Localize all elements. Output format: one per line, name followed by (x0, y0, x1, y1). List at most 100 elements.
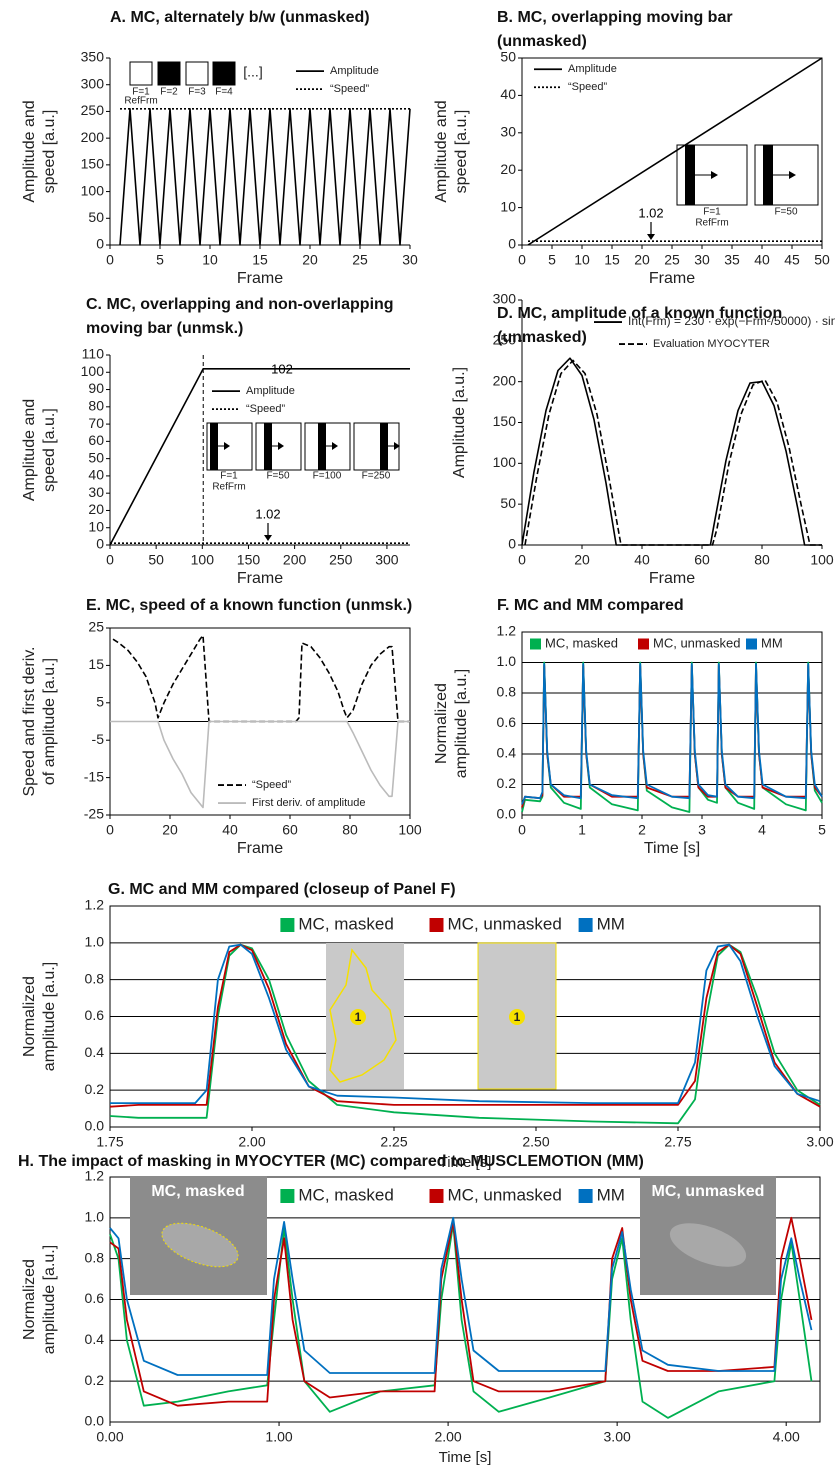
x-tick-label: 0 (106, 822, 114, 838)
x-axis-label: Frame (237, 270, 283, 287)
series-line (110, 943, 821, 1104)
x-tick-label: 200 (283, 552, 307, 568)
inset-label: F=1 (703, 207, 721, 218)
x-tick-label: 5 (548, 252, 556, 268)
y-tick-label: 0.6 (85, 1007, 105, 1023)
y-axis-label: Normalized (21, 976, 38, 1057)
x-tick-label: 1.00 (265, 1429, 292, 1445)
y-tick-label: -25 (84, 806, 104, 822)
y-tick-label: 100 (493, 454, 517, 470)
y-tick-label: 50 (500, 49, 516, 65)
y-tick-label: 1.2 (497, 623, 517, 639)
inset-label: RefFrm (124, 96, 157, 107)
x-tick-label: 2.25 (380, 1134, 407, 1150)
x-tick-label: 0 (518, 822, 526, 838)
x-tick-label: 5 (818, 822, 826, 838)
y-tick-label: 0.6 (85, 1290, 105, 1306)
x-tick-label: 0 (106, 552, 114, 568)
x-tick-label: 30 (402, 252, 418, 268)
y-tick-label: 30 (500, 124, 516, 140)
x-tick-label: 10 (202, 252, 218, 268)
y-tick-label: 150 (81, 156, 105, 172)
frame-icon (157, 61, 181, 86)
y-tick-label: 25 (88, 619, 104, 635)
annotation: 1.02 (255, 506, 280, 521)
bar-icon (685, 145, 695, 205)
x-tick-label: 2 (638, 822, 646, 838)
y-tick-label: 1.0 (85, 934, 105, 950)
x-tick-label: 15 (252, 252, 268, 268)
y-axis-label: Amplitude [a.u.] (451, 367, 468, 478)
legend-label: Evaluation MYOCYTER (653, 338, 770, 350)
inset-label: F=50 (774, 207, 798, 218)
series-line (524, 359, 822, 546)
x-tick-label: 3.00 (604, 1429, 631, 1445)
panel-title: F. MC and MM compared (497, 597, 684, 614)
y-axis-label: Normalized (21, 1259, 38, 1340)
legend-label: MM (597, 914, 625, 933)
x-tick-label: 80 (342, 822, 358, 838)
y-tick-label: 0 (96, 536, 104, 552)
y-tick-label: 40 (88, 467, 104, 483)
cell-mask (329, 948, 397, 1083)
x-tick-label: 0.00 (96, 1429, 123, 1445)
x-axis-label: Time [s] (439, 1154, 492, 1171)
motion-arrow-head (789, 171, 796, 179)
y-tick-label: 30 (88, 484, 104, 500)
legend-label: MM (597, 1185, 625, 1204)
y-tick-label: 0.2 (85, 1372, 105, 1388)
x-axis-label: Frame (649, 570, 695, 587)
legend-label: Int(Frm) = 230 · exp(−Frm²/50000) · sin(… (628, 314, 835, 328)
y-tick-label: 250 (81, 102, 105, 118)
series-line (109, 943, 821, 1108)
arrow-head (264, 535, 272, 541)
y-tick-label: 5 (96, 694, 104, 710)
bar-icon (318, 423, 326, 470)
y-tick-label: 0.0 (85, 1118, 105, 1134)
series-line (521, 661, 823, 813)
series-line (521, 663, 823, 805)
series-line (109, 1216, 813, 1407)
x-tick-label: 4.00 (773, 1429, 800, 1445)
y-axis-label: Amplitude and (21, 100, 38, 202)
x-tick-label: 2.00 (238, 1134, 265, 1150)
frame-icon (185, 61, 209, 86)
y-tick-label: 0 (508, 236, 516, 252)
series-line (112, 634, 410, 723)
series-line (527, 57, 823, 246)
legend-label: Amplitude (330, 65, 379, 77)
legend-label: MC, masked (298, 914, 393, 933)
legend-label: “Speed” (568, 81, 607, 93)
x-tick-label: 100 (398, 822, 422, 838)
y-axis-label: amplitude [a.u.] (41, 1245, 58, 1354)
legend-swatch (429, 918, 444, 932)
y-tick-label: 200 (493, 372, 517, 388)
x-tick-label: 15 (604, 252, 620, 268)
y-tick-label: 80 (88, 398, 104, 414)
series-line (109, 368, 410, 546)
bar-icon (380, 423, 388, 470)
inset-label: F=3 (188, 87, 206, 98)
x-tick-label: 3 (698, 822, 706, 838)
x-tick-label: 0 (518, 552, 526, 568)
x-tick-label: 2.50 (522, 1134, 549, 1150)
series-line (521, 664, 823, 808)
y-tick-label: 15 (88, 656, 104, 672)
motion-arrow-head (394, 442, 400, 450)
y-tick-label: 1.0 (85, 1209, 105, 1225)
inset-label: [...] (243, 64, 262, 80)
x-tick-label: 2.75 (664, 1134, 691, 1150)
bar-icon (763, 145, 773, 205)
inset-label: F=250 (362, 471, 391, 482)
series-line (109, 943, 821, 1125)
series-line (521, 357, 822, 546)
x-tick-label: 50 (148, 552, 164, 568)
frame-icon (212, 61, 236, 86)
y-tick-label: 0.8 (497, 684, 517, 700)
y-axis-label: Amplitude and (433, 100, 450, 202)
y-tick-label: 50 (500, 495, 516, 511)
y-tick-label: 0.0 (497, 806, 517, 822)
inset-label: MC, unmasked (652, 1183, 765, 1200)
y-tick-label: -5 (92, 731, 105, 747)
y-axis-label: Speed and first deriv. (21, 646, 38, 796)
